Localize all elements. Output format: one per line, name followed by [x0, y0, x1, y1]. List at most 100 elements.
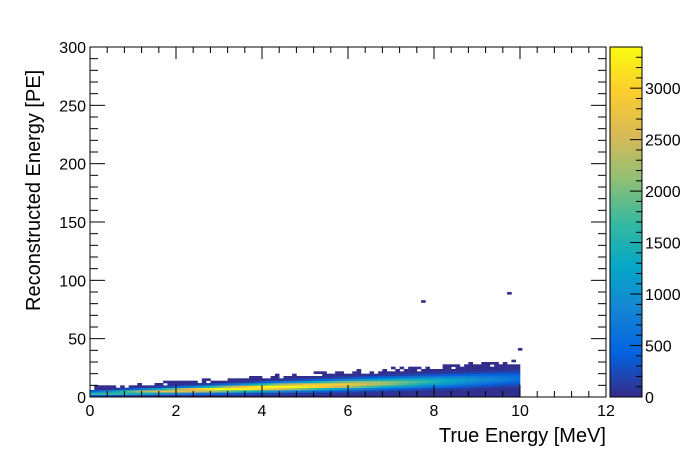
heatmap-cell — [348, 376, 353, 379]
heatmap-cell — [137, 385, 142, 388]
heatmap-cell — [485, 387, 491, 391]
heatmap-cell — [468, 364, 473, 367]
heatmap-cell — [438, 369, 443, 372]
heatmap-cell — [464, 380, 469, 384]
y-tick-label: 50 — [68, 332, 86, 349]
heatmap-cell — [335, 390, 340, 393]
heatmap-cell — [300, 387, 306, 391]
heatmap-cell — [421, 387, 426, 391]
y-tick-label: 150 — [59, 215, 86, 232]
heatmap-cell — [292, 373, 297, 377]
heatmap-cell — [176, 394, 181, 398]
heatmap-cell — [292, 378, 297, 381]
heatmap-cell — [240, 385, 246, 388]
heatmap-cell — [464, 364, 469, 367]
heatmap-cell — [292, 383, 297, 386]
heatmap-cell — [210, 387, 215, 391]
heatmap-cell — [412, 373, 418, 377]
heatmap-cell — [98, 392, 104, 395]
heatmap-cell — [326, 387, 332, 391]
heatmap-cell — [356, 376, 362, 379]
heatmap-cell — [442, 380, 448, 384]
heatmap-cell — [477, 373, 482, 377]
heatmap-cell — [206, 387, 211, 391]
heatmap-cell — [339, 373, 344, 377]
heatmap-cell — [446, 376, 452, 379]
heatmap-cell — [464, 385, 469, 388]
heatmap-cell — [507, 380, 512, 384]
heatmap-cell — [253, 394, 258, 398]
heatmap-cell — [438, 378, 443, 381]
heatmap-cell — [163, 385, 168, 388]
heatmap-cell — [451, 364, 456, 367]
heatmap-cell — [459, 394, 465, 398]
heatmap-cell — [343, 385, 349, 388]
heatmap-cell — [481, 380, 486, 384]
heatmap-cell — [223, 390, 228, 393]
heatmap-cell — [128, 392, 134, 395]
heatmap-cell — [305, 385, 310, 388]
heatmap-cell — [249, 387, 254, 391]
heatmap-cell — [369, 392, 375, 395]
heatmap-cell — [343, 380, 349, 384]
heatmap-cell — [446, 392, 452, 395]
heatmap-cell — [356, 373, 362, 377]
heatmap-cell — [507, 373, 512, 377]
heatmap-cell — [507, 390, 512, 393]
heatmap-cell — [446, 369, 452, 372]
heatmap-cell — [360, 378, 366, 381]
heatmap-cell — [468, 373, 473, 377]
heatmap-cell — [451, 394, 456, 398]
heatmap-cell — [391, 373, 396, 377]
heatmap-cell — [481, 362, 486, 365]
heatmap-cell — [300, 390, 306, 393]
heatmap-cell — [494, 392, 499, 395]
heatmap-cell — [515, 378, 521, 381]
heatmap-cell — [391, 385, 396, 388]
heatmap-cell — [481, 366, 486, 370]
heatmap-cell — [236, 383, 241, 386]
heatmap-cell — [305, 392, 310, 395]
heatmap-cell — [459, 385, 465, 388]
heatmap-cell — [403, 392, 409, 395]
heatmap-cell — [90, 394, 95, 398]
heatmap-cell — [378, 373, 383, 377]
heatmap-cell — [442, 371, 448, 374]
heatmap-cell — [133, 387, 138, 391]
heatmap-cell — [154, 392, 160, 395]
heatmap-cell — [305, 390, 310, 393]
heatmap-cell — [326, 394, 332, 398]
heatmap-cell — [197, 394, 203, 398]
heatmap-cell — [102, 390, 108, 393]
heatmap-cell — [399, 387, 405, 391]
heatmap-cell — [403, 369, 409, 372]
heatmap-cell — [451, 371, 456, 374]
heatmap-cell — [421, 380, 426, 384]
heatmap-cell — [167, 385, 172, 388]
heatmap-cell — [421, 383, 426, 386]
heatmap-cell — [283, 383, 289, 386]
heatmap-cell — [188, 383, 194, 386]
heatmap-cell — [339, 390, 344, 393]
heatmap-cell — [399, 390, 405, 393]
heatmap-cell — [438, 387, 443, 391]
heatmap-cell — [279, 390, 284, 393]
heatmap-cell — [270, 383, 276, 386]
heatmap-cell — [219, 387, 224, 391]
heatmap-cell — [292, 394, 297, 398]
heatmap-cell — [150, 394, 155, 398]
heatmap-cell — [253, 390, 258, 393]
heatmap-cell — [403, 394, 409, 398]
heatmap-cell — [416, 380, 422, 384]
heatmap-cell — [188, 392, 194, 395]
heatmap-cell — [472, 373, 478, 377]
heatmap-cell — [352, 394, 357, 398]
heatmap-cell — [253, 387, 258, 391]
heatmap-cell — [391, 371, 396, 374]
heatmap-cell — [292, 392, 297, 395]
heatmap-cell — [489, 373, 495, 377]
heatmap-cell — [481, 371, 486, 374]
heatmap-cell — [223, 383, 228, 386]
heatmap-cell — [438, 385, 443, 388]
heatmap-cell — [472, 364, 478, 367]
